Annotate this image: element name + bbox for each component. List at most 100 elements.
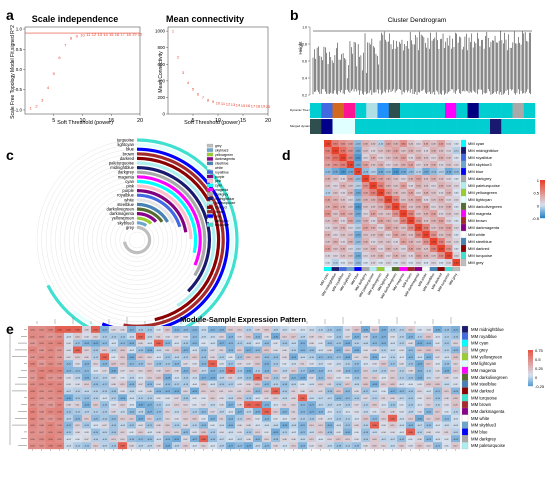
expression-cell: [280, 367, 290, 374]
expression-value: -0.01: [228, 411, 234, 413]
correlation-value: -0.10: [439, 172, 445, 174]
expression-cell: [136, 408, 146, 415]
expression-cell: [73, 435, 83, 443]
expression-value: 0.11: [283, 405, 288, 407]
expression-value: -0.16: [84, 446, 90, 448]
correlation-value: 0.30: [379, 207, 384, 209]
legend-label: cyan: [215, 184, 222, 188]
expression-cell: [271, 387, 281, 395]
correlation-cell: [384, 140, 393, 148]
correlation-value: 0.60: [371, 193, 376, 195]
expression-value: 0.80: [138, 336, 143, 338]
expression-cell: [109, 373, 119, 381]
expression-cell: [64, 435, 74, 443]
expression-cell: [109, 394, 119, 402]
expression-value: -0.16: [282, 343, 288, 345]
correlation-value: 0.10: [371, 263, 376, 265]
expression-value: 0.01: [201, 343, 206, 345]
correlation-cell: [392, 161, 400, 169]
legend-swatch: [206, 152, 214, 157]
correlation-value: 0.40: [439, 144, 444, 146]
expression-value: -0.24: [228, 418, 234, 420]
expression-cell: [235, 332, 245, 340]
expression-cell: [190, 360, 200, 368]
expression-cell: [154, 408, 164, 415]
correlation-cell: [324, 168, 332, 176]
expression-cell: [235, 442, 245, 450]
expression-value: 0.13: [426, 398, 431, 400]
correlation-cell: [339, 231, 347, 239]
correlation-cell: [361, 161, 370, 169]
expression-value: -0.04: [219, 425, 225, 427]
legend-label: blue: [215, 214, 222, 218]
expression-value: -0.10: [390, 357, 396, 359]
expression-value: 0.60: [30, 411, 35, 413]
expression-cell: [388, 373, 398, 381]
expression-value: 0.09: [246, 384, 251, 386]
expression-cell: [442, 346, 452, 354]
row-color-chip: [461, 366, 469, 374]
expression-value: 0.01: [120, 377, 125, 379]
expression-cell: [37, 339, 47, 347]
expression-cell: [217, 346, 227, 354]
expression-cell: [136, 353, 146, 361]
expression-cell: [154, 401, 164, 409]
correlation-cell: [407, 252, 415, 260]
correlation-value: 0.10: [454, 186, 459, 188]
module-color-cell: [388, 103, 401, 118]
expression-value: 0.12: [75, 425, 80, 427]
expression-value: 0.20: [174, 350, 179, 352]
expression-value: 0.03: [381, 425, 386, 427]
correlation-value: 0.50: [401, 207, 406, 209]
row-color-chip: [461, 442, 469, 450]
correlation-cell: [392, 245, 400, 253]
expression-value: -0.08: [408, 411, 414, 413]
expression-cell: [271, 326, 281, 333]
dendrogram-title: Cluster Dendrogram: [388, 17, 447, 24]
expression-value: -0.19: [93, 384, 99, 386]
correlation-value: 0.30: [409, 242, 414, 244]
correlation-value: 0.20: [326, 186, 331, 188]
expression-cell: [208, 360, 218, 368]
correlation-cell: [444, 252, 453, 260]
expression-cell: [244, 332, 254, 340]
correlation-value: 0.40: [416, 179, 421, 181]
correlation-cell: [346, 259, 355, 267]
expression-cell: [73, 401, 83, 409]
expression-cell: [100, 408, 110, 415]
expression-cell: [91, 380, 101, 388]
panel-letter-a: a: [6, 7, 14, 23]
expression-value: -0.09: [138, 446, 144, 448]
correlation-cell: [452, 140, 461, 148]
expression-cell: [181, 421, 191, 429]
correlation-value: 0.20: [416, 151, 421, 153]
expression-cell: [424, 332, 434, 340]
expression-cell: [343, 394, 353, 402]
correlation-cell: [339, 147, 347, 155]
expression-value: -0.18: [282, 384, 288, 386]
expression-cell: [307, 367, 317, 374]
correlation-cell: [437, 252, 446, 260]
expression-cell: [271, 353, 281, 361]
expression-value: -0.20: [309, 350, 315, 352]
expression-value: 0.07: [354, 405, 359, 407]
expression-value: -0.04: [264, 425, 270, 427]
expression-cell: [118, 353, 128, 361]
expression-value: -0.17: [102, 384, 108, 386]
expression-value: -0.06: [327, 446, 333, 448]
expression-cell: [433, 401, 443, 409]
correlation-value: 0.40: [431, 214, 436, 216]
correlation-value: 0.50: [333, 165, 338, 167]
expression-value: 0.02: [453, 384, 458, 386]
expression-value: 0.52: [48, 398, 53, 400]
expression-cell: [451, 442, 461, 450]
expression-value: 0.01: [192, 398, 197, 400]
expression-cell: [370, 408, 380, 415]
correlation-value: 0.10: [371, 242, 376, 244]
expression-cell: [118, 380, 128, 388]
expression-cell: [253, 326, 263, 333]
expression-value: -0.05: [318, 364, 324, 366]
expression-cell: [28, 380, 38, 388]
correlation-value: 0.70: [333, 158, 338, 160]
expression-cell: [442, 339, 452, 347]
